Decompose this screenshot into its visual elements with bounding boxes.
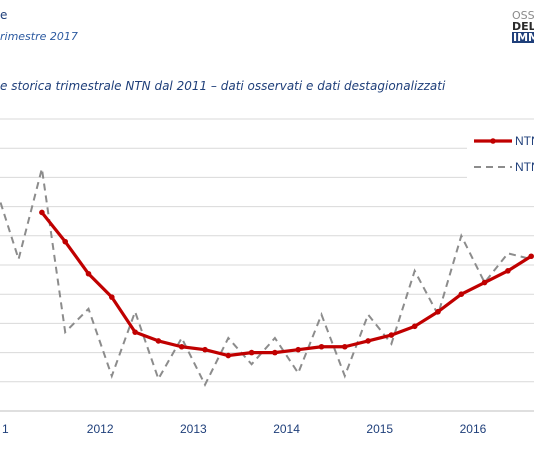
x-tick-label: 2014 — [273, 422, 300, 436]
legend-box — [467, 124, 534, 180]
axis-layer: 1 2012 2013 2014 2015 2016 — [0, 410, 534, 436]
chart-title: e storica trimestrale NTN dal 2011 – dat… — [0, 79, 446, 93]
data-point — [295, 346, 302, 353]
data-point — [248, 349, 255, 356]
data-point — [178, 343, 185, 350]
series-line-ntn-seasonally-adjusted — [40, 211, 533, 358]
x-tick-label: 2016 — [460, 422, 487, 436]
data-point — [435, 308, 441, 315]
data-point — [62, 238, 68, 245]
logo-line-2: DEL — [512, 20, 534, 33]
logo-line-1: OSS — [512, 9, 534, 22]
legend-label: NTN — [515, 160, 534, 174]
data-point — [528, 253, 534, 260]
data-point — [272, 349, 278, 356]
series-layer — [0, 168, 534, 387]
data-point — [481, 279, 488, 286]
data-point — [155, 338, 162, 344]
data-point — [505, 268, 511, 274]
x-tick-label: 2013 — [180, 422, 207, 436]
data-point — [458, 291, 465, 298]
data-point — [132, 329, 138, 335]
data-point — [202, 346, 208, 353]
legend-label: NTN — [515, 134, 534, 148]
data-point — [342, 343, 348, 350]
data-point — [318, 343, 325, 350]
report-title: e — [0, 8, 8, 22]
legend-marker — [490, 138, 496, 144]
legend: NTN NTN — [467, 124, 534, 180]
data-point — [85, 270, 92, 277]
data-point — [388, 332, 395, 338]
brand-logo: OSS DEL IMM — [512, 10, 534, 44]
report-subtitle: rimestre 2017 — [0, 30, 78, 43]
series-line-ntn-observed — [0, 168, 532, 387]
data-point — [365, 338, 371, 344]
x-tick-label: 2012 — [87, 422, 114, 436]
x-tick-label: 2015 — [366, 422, 393, 436]
grid-layer — [0, 118, 534, 383]
data-point — [225, 352, 232, 359]
data-point — [39, 209, 45, 216]
logo-line-3: IMM — [512, 31, 534, 44]
x-tick-label: 1 — [2, 422, 9, 436]
data-point — [411, 323, 418, 330]
data-point — [109, 294, 115, 300]
